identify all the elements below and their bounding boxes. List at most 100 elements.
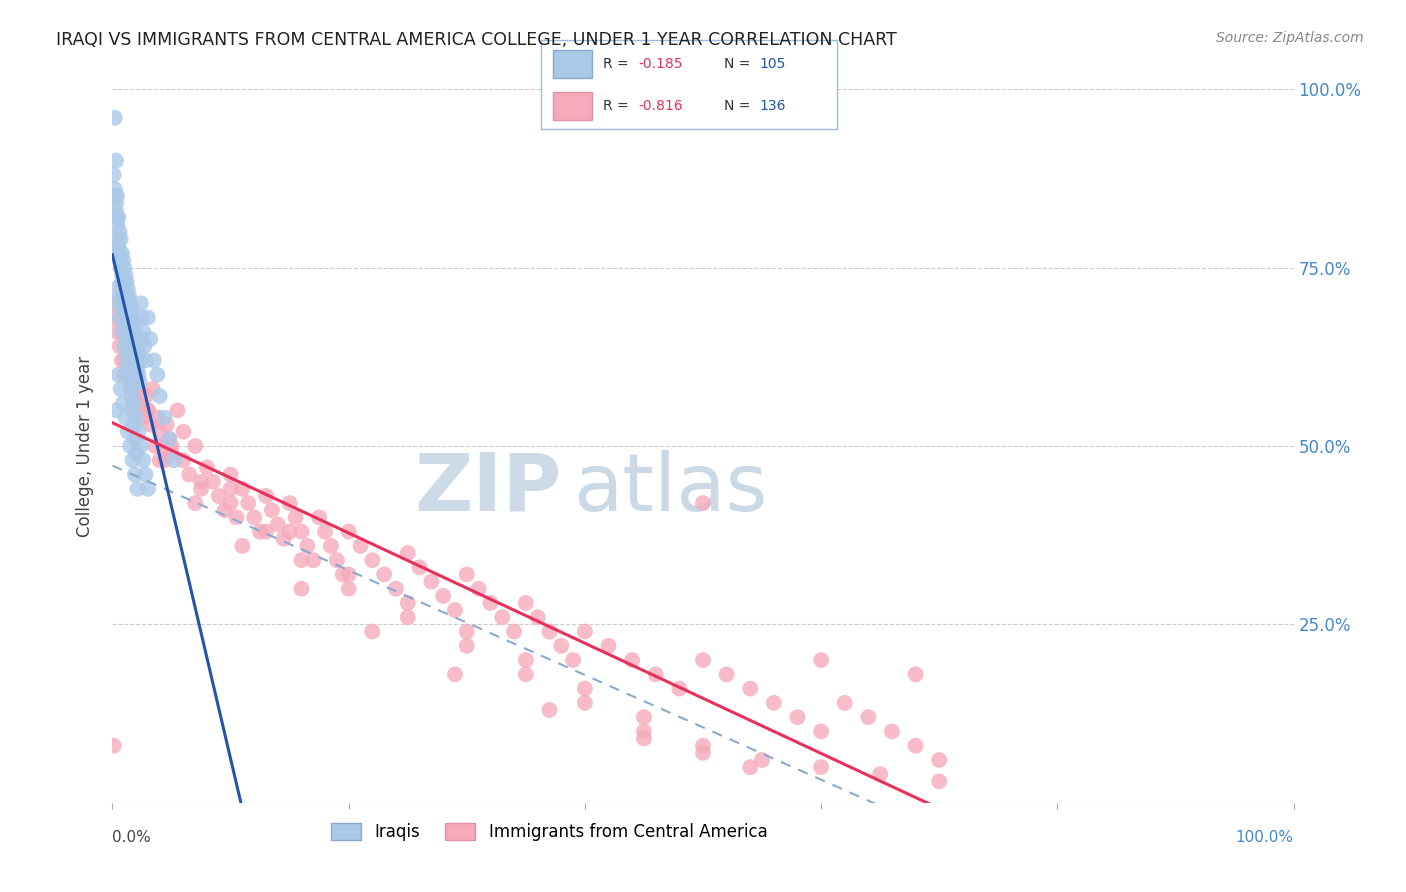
- Text: atlas: atlas: [574, 450, 768, 528]
- Point: [125, 368, 148, 382]
- Point: [105, 196, 128, 211]
- Point: [740, 760, 762, 774]
- Text: N =: N =: [724, 57, 755, 71]
- Point: [160, 439, 183, 453]
- Point: [231, 539, 253, 553]
- Point: [644, 667, 666, 681]
- Point: [254, 524, 277, 539]
- Point: [297, 539, 319, 553]
- Point: [127, 339, 149, 353]
- Point: [120, 318, 142, 332]
- Point: [127, 368, 149, 382]
- Point: [107, 232, 129, 246]
- Point: [131, 310, 153, 325]
- Text: 136: 136: [759, 99, 786, 113]
- Point: [120, 389, 142, 403]
- Point: [219, 496, 242, 510]
- Point: [112, 368, 135, 382]
- Point: [326, 553, 349, 567]
- Point: [104, 282, 127, 296]
- Point: [112, 275, 135, 289]
- Point: [308, 510, 330, 524]
- Point: [219, 467, 242, 482]
- Point: [153, 410, 176, 425]
- Point: [142, 353, 165, 368]
- Point: [146, 410, 169, 425]
- Point: [444, 603, 467, 617]
- Point: [107, 211, 129, 225]
- Point: [444, 667, 467, 681]
- Point: [146, 368, 169, 382]
- Point: [127, 346, 149, 360]
- Point: [120, 303, 142, 318]
- Point: [125, 410, 148, 425]
- Point: [122, 396, 145, 410]
- Point: [105, 203, 128, 218]
- Point: [122, 318, 145, 332]
- Point: [128, 375, 150, 389]
- Point: [143, 439, 166, 453]
- Point: [108, 225, 131, 239]
- Point: [111, 325, 134, 339]
- FancyBboxPatch shape: [553, 50, 592, 78]
- Point: [179, 467, 201, 482]
- Point: [118, 360, 141, 375]
- Point: [117, 303, 139, 318]
- Point: [128, 353, 150, 368]
- Point: [195, 460, 218, 475]
- Point: [112, 296, 135, 310]
- Point: [396, 546, 419, 560]
- Point: [396, 596, 419, 610]
- Point: [751, 753, 773, 767]
- Point: [538, 624, 561, 639]
- Point: [122, 339, 145, 353]
- Point: [118, 310, 141, 325]
- Point: [121, 310, 143, 325]
- Point: [121, 403, 143, 417]
- Text: N =: N =: [724, 99, 755, 113]
- Point: [105, 218, 128, 232]
- Point: [396, 610, 419, 624]
- Point: [349, 539, 371, 553]
- Point: [104, 310, 127, 325]
- Point: [105, 296, 128, 310]
- Point: [111, 353, 134, 368]
- Text: 105: 105: [759, 57, 786, 71]
- Point: [127, 382, 149, 396]
- Point: [456, 567, 478, 582]
- Point: [260, 503, 283, 517]
- Point: [408, 560, 430, 574]
- Point: [149, 425, 172, 439]
- Point: [633, 724, 655, 739]
- Point: [290, 582, 312, 596]
- Point: [284, 510, 307, 524]
- Point: [190, 475, 212, 489]
- Text: Source: ZipAtlas.com: Source: ZipAtlas.com: [1216, 31, 1364, 45]
- Point: [762, 696, 785, 710]
- Point: [515, 667, 537, 681]
- Point: [103, 168, 125, 182]
- Point: [121, 332, 143, 346]
- Point: [124, 432, 146, 446]
- Point: [107, 239, 129, 253]
- Point: [231, 482, 253, 496]
- Point: [108, 310, 131, 325]
- Point: [163, 453, 186, 467]
- Point: [120, 375, 142, 389]
- Point: [110, 260, 132, 275]
- Point: [562, 653, 585, 667]
- Point: [110, 260, 132, 275]
- Point: [184, 496, 207, 510]
- Point: [810, 724, 832, 739]
- Point: [134, 339, 156, 353]
- Point: [131, 332, 153, 346]
- Point: [467, 582, 489, 596]
- Point: [157, 432, 180, 446]
- Point: [129, 296, 152, 310]
- Point: [112, 275, 135, 289]
- Point: [332, 567, 354, 582]
- Point: [172, 453, 194, 467]
- Point: [120, 382, 142, 396]
- Point: [373, 567, 395, 582]
- Point: [120, 368, 142, 382]
